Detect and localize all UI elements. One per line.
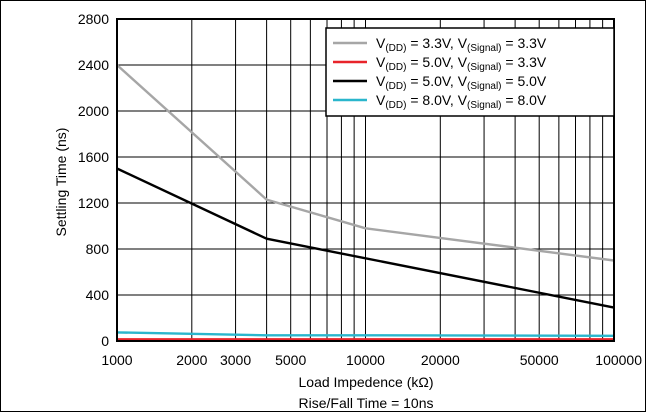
x-axis-label: Load Impedence (kΩ) xyxy=(299,374,434,390)
series-line xyxy=(116,331,615,337)
x-tick-label: 2000 xyxy=(176,352,207,368)
series-lines xyxy=(116,64,615,341)
y-tick-label: 800 xyxy=(86,241,110,257)
x-tick-label: 50000 xyxy=(520,352,559,368)
legend-entry: V(DD) = 5.0V, V(Signal) = 5.0V xyxy=(376,73,547,92)
plot-border xyxy=(116,18,615,342)
legend-entry: V(DD) = 3.3V, V(Signal) = 3.3V xyxy=(376,35,547,54)
x-tick-label: 20000 xyxy=(421,352,460,368)
x-tick-label: 100000 xyxy=(595,352,642,368)
y-tick-label: 2400 xyxy=(78,57,109,73)
axes: 0 400 800 1200 1600 2000 2400 2800 1000 2000 3000 5… xyxy=(78,11,642,368)
y-tick-label: 0 xyxy=(101,333,109,349)
y-tick-label: 400 xyxy=(86,287,110,303)
y-tick-label: 1600 xyxy=(78,149,109,165)
legend-box xyxy=(325,27,615,117)
x-tick-label: 10000 xyxy=(346,352,385,368)
legend-entry: V(DD) = 8.0V, V(Signal) = 8.0V xyxy=(376,92,547,111)
x-tick-label: 3000 xyxy=(220,352,251,368)
y-axis-label: Settling Time (ns) xyxy=(53,128,69,237)
y-tick-label: 1200 xyxy=(78,195,109,211)
x-tick-label: 1000 xyxy=(101,352,132,368)
legend: V(DD) = 3.3V, V(Signal) = 3.3VV(DD) = 5.… xyxy=(325,27,615,117)
x-tick-label: 5000 xyxy=(275,352,306,368)
y-tick-label: 2800 xyxy=(78,11,109,27)
chart-caption: Rise/Fall Time = 10ns xyxy=(299,395,434,411)
series-line xyxy=(116,167,615,309)
y-tick-label: 2000 xyxy=(78,103,109,119)
legend-entry: V(DD) = 5.0V, V(Signal) = 3.3V xyxy=(376,54,547,73)
series-line xyxy=(116,64,615,262)
